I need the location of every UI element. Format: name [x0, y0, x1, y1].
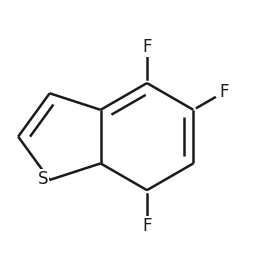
Text: S: S	[38, 170, 48, 188]
Text: F: F	[142, 217, 152, 235]
Text: F: F	[220, 83, 229, 101]
Text: F: F	[142, 38, 152, 56]
